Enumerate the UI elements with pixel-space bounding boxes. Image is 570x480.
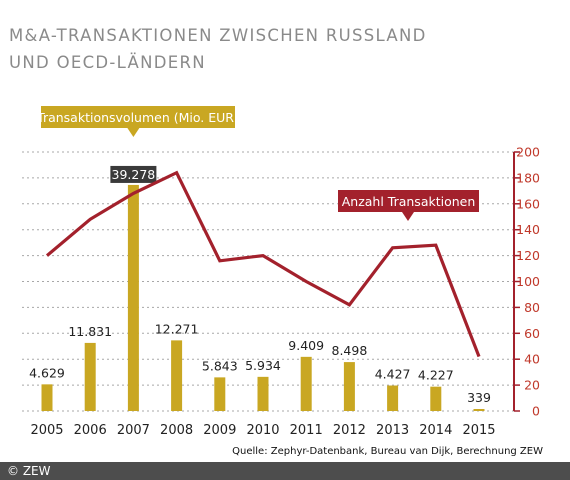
chart: 4.629 11.831 12.271 5.843 5.934 9.409 8.498 4.4… (22, 106, 543, 457)
line-point-2015 (479, 356, 480, 357)
right-tick-label-120: 120 (516, 248, 540, 263)
line-point-2005 (47, 255, 48, 256)
legend-line-pointer (402, 212, 414, 221)
bar-2006 (84, 342, 96, 411)
x-tick-label-2014: 2014 (419, 423, 452, 438)
line-point-2012 (349, 304, 350, 305)
x-tick-label-2013: 2013 (376, 423, 409, 438)
right-tick-label-40: 40 (524, 352, 540, 367)
right-tick-label-140: 140 (516, 222, 540, 237)
line-path (45, 170, 481, 358)
x-tick-label-2012: 2012 (333, 423, 366, 438)
line-series-count (45, 170, 481, 358)
right-tick-label-160: 160 (516, 196, 540, 211)
right-tick-label-180: 180 (516, 170, 540, 185)
legend-bar-pointer (127, 128, 140, 137)
series-callouts: Transaktionsvolumen (Mio. EUR) Anzahl Tra… (36, 106, 543, 457)
legend-bar-label: Transaktionsvolumen (Mio. EUR) (36, 110, 239, 125)
bar-2015 (473, 409, 485, 411)
bar-label-2007: 39.278 (112, 167, 156, 182)
bar-2012 (343, 362, 355, 411)
bar-2009 (214, 377, 226, 411)
footer-bar: © ZEW (0, 462, 570, 480)
legend-line-box (338, 190, 479, 212)
x-tick-label-2011: 2011 (290, 423, 323, 438)
right-tick-label-100: 100 (516, 274, 540, 289)
x-tick-label-2008: 2008 (160, 423, 193, 438)
x-tick-label-2015: 2015 (462, 423, 495, 438)
bar-label-2010: 5.934 (245, 358, 281, 373)
bar-label-bg-2007 (110, 165, 157, 183)
x-axis: 2005 2006 2007 2008 2009 2010 2011 2012 2013 2014… (30, 423, 495, 438)
chart-title-line-1: M&A-TRANSAKTIONEN ZWISCHEN RUSSLAND (9, 26, 427, 45)
right-axis: 0 20 40 60 80 100 120 140 160 180 200 (513, 145, 540, 419)
bar-value-labels: 4.629 11.831 12.271 5.843 5.934 9.409 8.498 4.4… (29, 165, 491, 405)
bar-2005 (41, 384, 53, 411)
right-tick-label-80: 80 (524, 300, 540, 315)
x-tick-label-2007: 2007 (117, 423, 150, 438)
bar-label-2009: 5.843 (202, 358, 238, 373)
right-tick-label-200: 200 (516, 145, 540, 160)
line-point-2006 (90, 219, 91, 220)
bar-2010 (257, 376, 269, 411)
right-tick-label-20: 20 (524, 378, 540, 393)
chart-title: M&A-TRANSAKTIONEN ZWISCHEN RUSSLAND UND … (9, 22, 427, 76)
bar-2011 (300, 356, 312, 411)
x-tick-label-2009: 2009 (203, 423, 236, 438)
bar-2014 (430, 386, 442, 411)
line-point-2008 (176, 172, 177, 173)
right-tick-label-60: 60 (524, 326, 540, 341)
line-point-2011 (306, 281, 307, 282)
x-tick-label-2006: 2006 (74, 423, 107, 438)
x-tick-label-2005: 2005 (30, 423, 63, 438)
bar-label-2005: 4.629 (29, 365, 65, 380)
bar-label-2014: 4.227 (418, 368, 454, 383)
source-note: Quelle: Zephyr-Datenbank, Bureau van Dij… (232, 446, 543, 457)
copyright-text: © ZEW (7, 464, 51, 478)
bar-2008 (171, 340, 183, 411)
bar-label-2008: 12.271 (155, 321, 199, 336)
bar-label-2011: 9.409 (288, 338, 324, 353)
line-point-2007 (133, 193, 134, 194)
bar-2013 (387, 385, 399, 411)
bar-label-2012: 8.498 (332, 343, 368, 358)
right-tick-label-0: 0 (532, 404, 540, 419)
legend-line-label: Anzahl Transaktionen (342, 194, 476, 209)
x-tick-label-2010: 2010 (246, 423, 279, 438)
bar-label-2006: 11.831 (68, 324, 112, 339)
line-point-2013 (392, 247, 393, 248)
legend-bar-box (41, 106, 235, 128)
bar-series-volume (41, 184, 485, 411)
line-point-2010 (263, 255, 264, 256)
bar-2007 (127, 184, 139, 411)
bar-label-2013: 4.427 (375, 367, 411, 382)
line-point-2014 (435, 245, 436, 246)
line-point-2009 (219, 260, 220, 261)
chart-title-line-2: UND OECD-LÄNDERN (9, 53, 206, 72)
bar-label-2015: 339 (467, 390, 491, 405)
